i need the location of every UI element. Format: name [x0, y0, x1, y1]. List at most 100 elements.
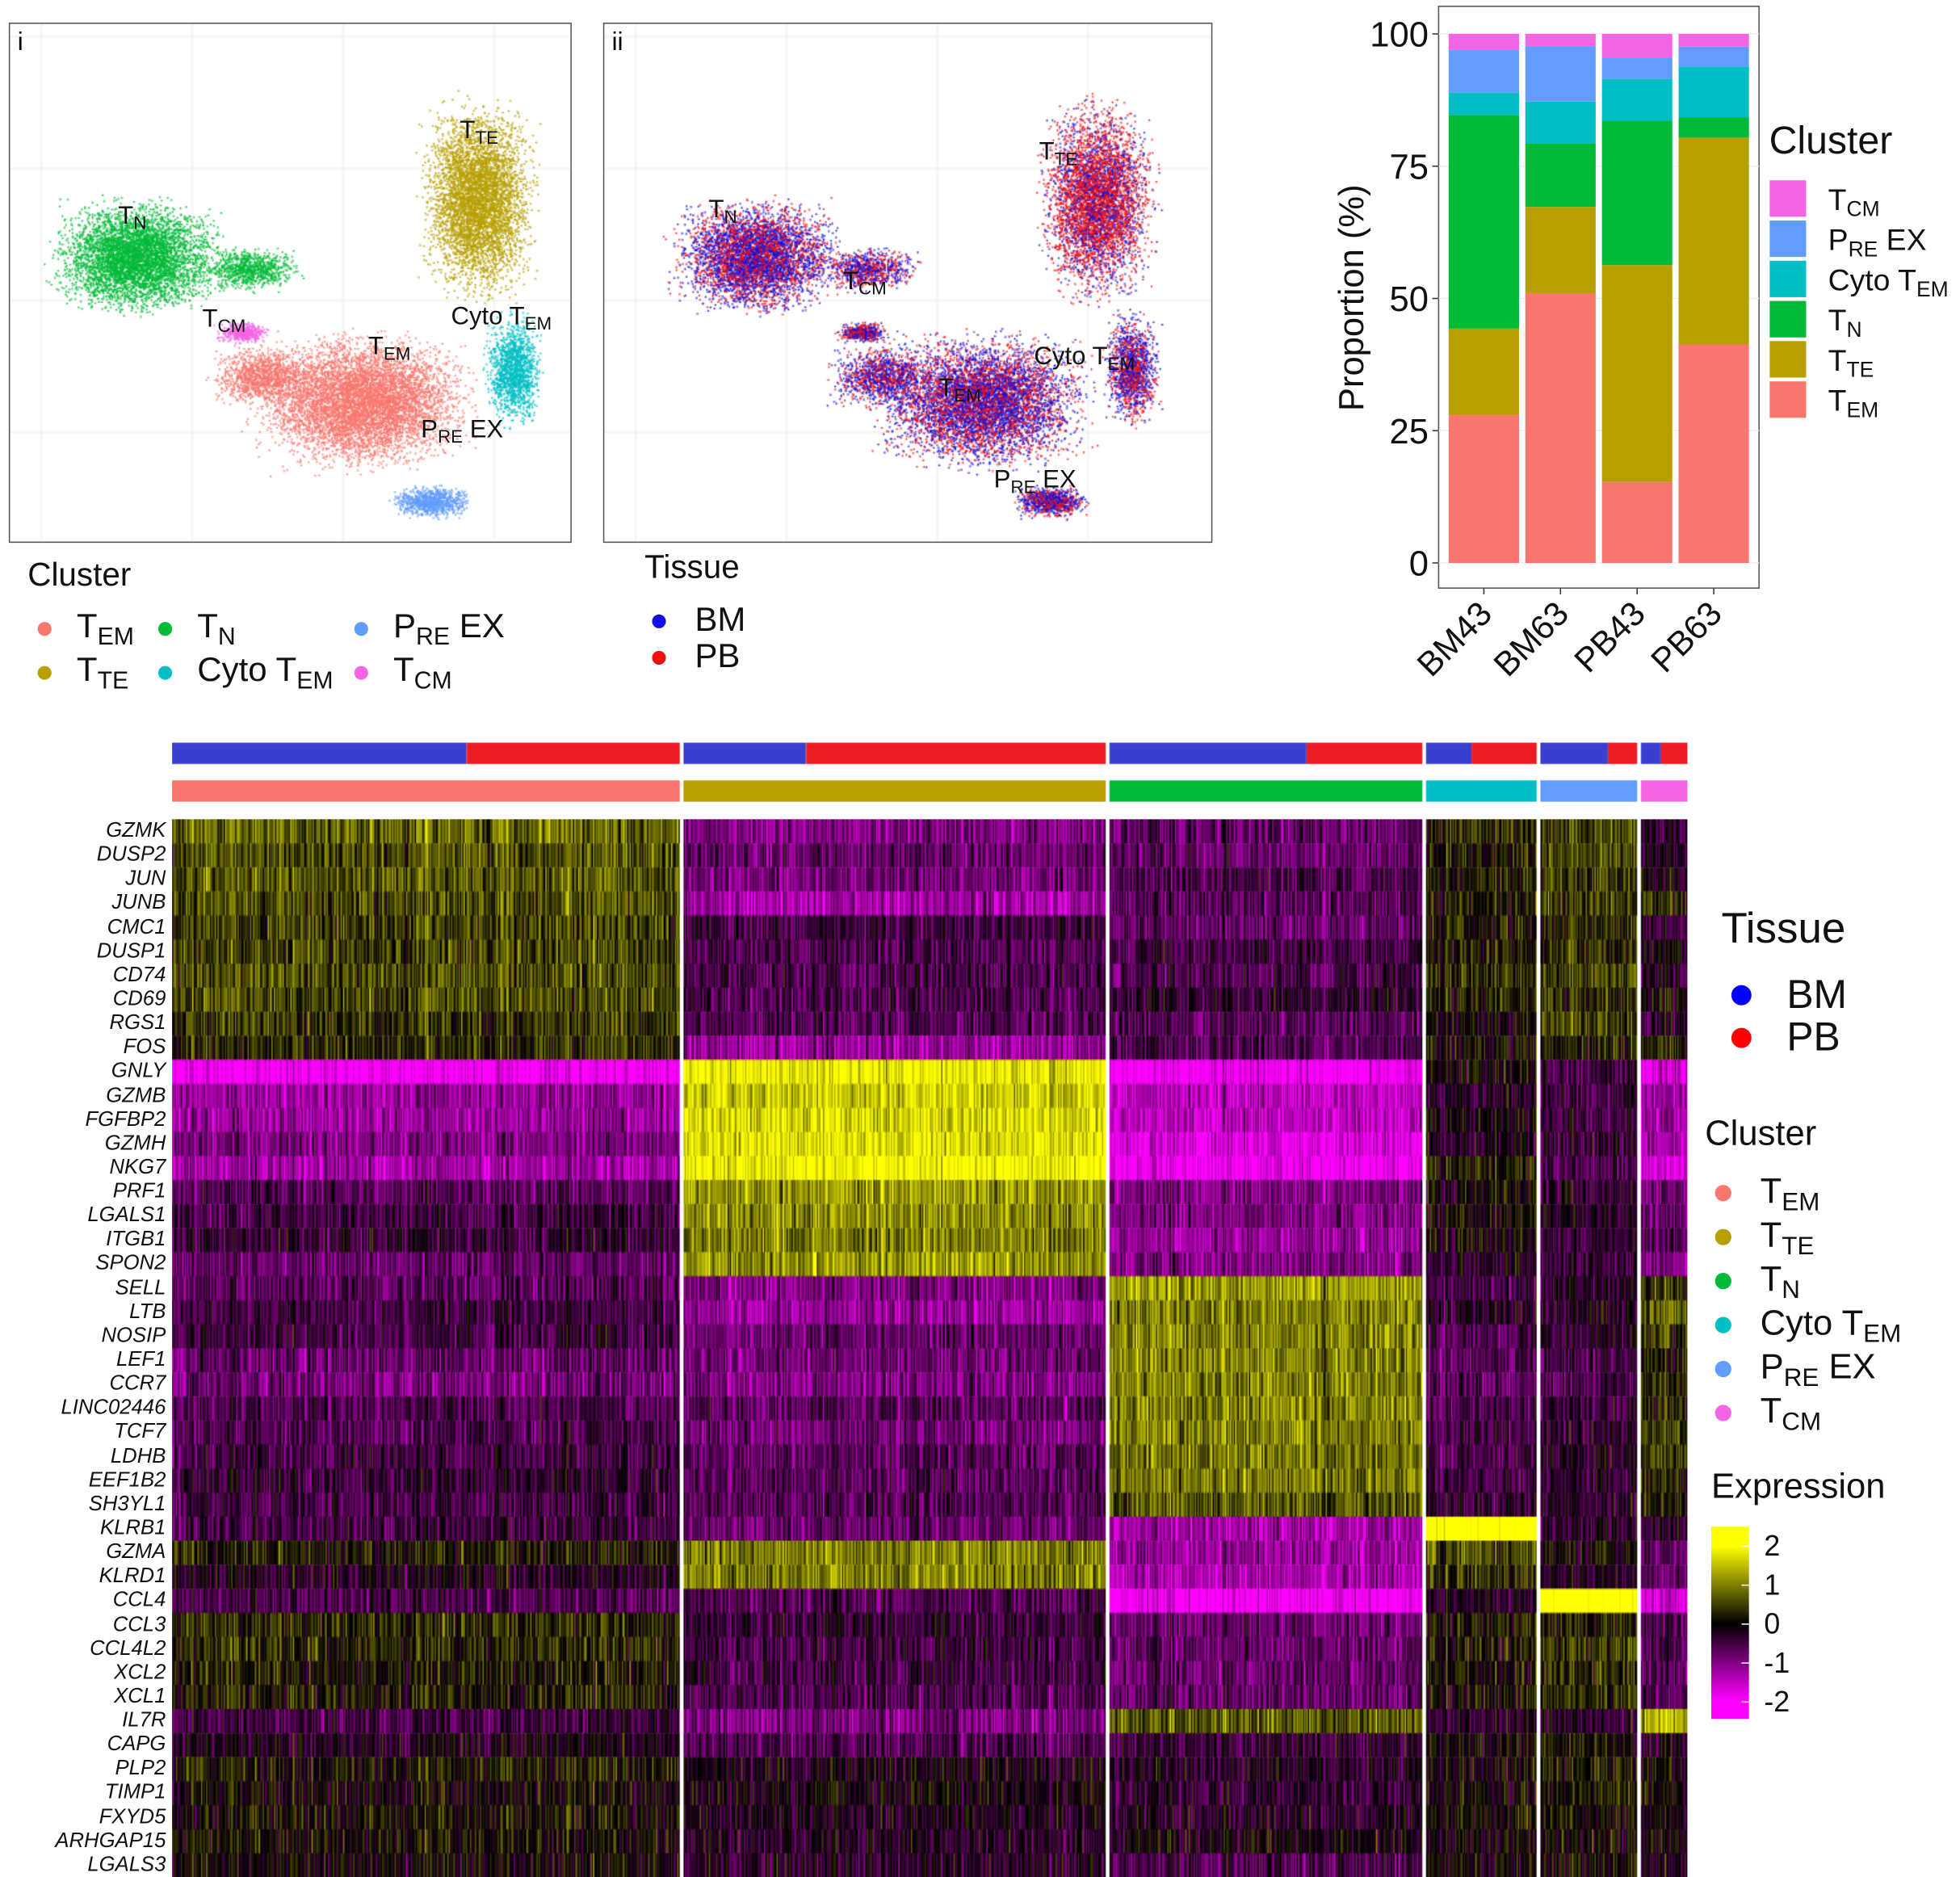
x-tick-label: PB43 [1567, 594, 1652, 679]
gene-label: EEF1B2 [88, 1468, 166, 1492]
umap-cluster-label: TTE [1039, 138, 1078, 170]
legend-label: TTE [1828, 343, 1874, 382]
legend-dot [37, 666, 52, 680]
umap-cluster-label: TN [708, 196, 737, 228]
legend-key [1768, 300, 1808, 339]
gene-label: SH3YL1 [88, 1492, 166, 1516]
label-main: T [118, 202, 134, 230]
bar-segment [1678, 66, 1749, 118]
label-subscript: RE [1010, 477, 1036, 498]
bar-segment [1678, 344, 1749, 563]
gene-label: GNLY [111, 1060, 166, 1083]
gene-label: KLRD1 [99, 1564, 166, 1588]
legend-dot [1714, 1316, 1731, 1333]
gene-label: CCL4L2 [90, 1636, 166, 1660]
umap-cluster-label: TEM [368, 333, 411, 364]
umap-cluster-label: TCM [843, 267, 887, 299]
label-subscript: EM [383, 344, 411, 365]
expression-colorbar [1710, 1526, 1749, 1720]
y-tick-label: 100 [1370, 16, 1429, 55]
legend-label: PRE EX [393, 607, 505, 652]
colorbar-tick-label: 0 [1764, 1606, 1781, 1640]
colorbar-tick [1741, 1662, 1749, 1664]
colorbar-tick [1741, 1545, 1749, 1547]
label-main: T [197, 607, 218, 645]
label-subscript: EM [1782, 1188, 1820, 1217]
gene-label: NKG7 [109, 1156, 166, 1179]
label-subscript: N [217, 623, 236, 651]
legend-label: PRE EX [1828, 223, 1927, 262]
legend-label: Cyto TEM [1761, 1303, 1902, 1350]
gene-label: CCL4 [112, 1589, 166, 1612]
y-axis-title: Proportion (%) [1333, 184, 1371, 411]
y-tick-label: 0 [1409, 545, 1429, 584]
bar-segment [1678, 34, 1749, 47]
heatmap-annotation-bars [172, 741, 1688, 804]
legend-label: TEM [1761, 1171, 1820, 1218]
bar-segment [1601, 265, 1673, 482]
gene-label: LINC02446 [61, 1396, 166, 1419]
umap-cluster-label: TEM [938, 375, 981, 406]
gene-label: CD69 [112, 987, 166, 1010]
gene-label: JUN [125, 867, 166, 890]
legend-dot [1714, 1360, 1731, 1378]
legend-label: PB [695, 636, 741, 675]
label-subscript: EM [1107, 355, 1135, 376]
legend-label: TEM [1828, 384, 1878, 422]
label-suffix: EX [463, 415, 504, 444]
panel-tag: ii [611, 28, 623, 57]
label-subscript: EM [524, 314, 552, 335]
label-subscript: RE [437, 427, 464, 448]
bar-legend-title: Cluster [1769, 119, 1893, 162]
gene-label: TCF7 [114, 1420, 166, 1443]
bar-segment [1678, 137, 1749, 345]
bar-segment [1525, 101, 1596, 144]
label-subscript: TE [97, 666, 129, 695]
label-main: Cyto T [1034, 342, 1108, 371]
legend-dot [354, 622, 368, 636]
legend-label: TTE [1761, 1215, 1815, 1262]
legend-dot [1731, 1027, 1752, 1048]
label-suffix: EX [1819, 1346, 1876, 1387]
gene-label: XCL1 [114, 1685, 166, 1708]
colorbar-tick [1741, 1584, 1749, 1586]
gene-label: CCR7 [109, 1372, 166, 1396]
label-subscript: CM [858, 279, 887, 300]
label-main: T [76, 650, 98, 689]
umap-panel-tissue: ii TN TTE TCM Cyto TEM TEM PRE EX [602, 23, 1213, 544]
gene-label: PRF1 [112, 1179, 166, 1203]
bar-segment [1525, 34, 1596, 47]
legend-label: TCM [393, 651, 452, 696]
label-main: P [392, 607, 416, 645]
legend-dot [1714, 1405, 1731, 1421]
legend-label: Cyto TEM [1828, 262, 1949, 301]
gene-label: IL7R [122, 1708, 166, 1732]
tissue-legend-title: Tissue [1721, 905, 1846, 953]
label-main: P [1760, 1346, 1784, 1387]
label-suffix: EX [450, 607, 505, 645]
gene-label: GZMH [104, 1132, 166, 1155]
umap-tissue-legend-title: Tissue [644, 548, 740, 586]
umap-cluster-label: PRE EX [421, 416, 503, 447]
gene-label: CAPG [107, 1732, 166, 1756]
legend-dot [1714, 1185, 1731, 1202]
bar-segment [1525, 292, 1596, 563]
legend-label: TCM [1761, 1391, 1821, 1438]
label-subscript: EM [296, 666, 334, 695]
bar-segment [1448, 115, 1519, 329]
heatmap [172, 819, 1688, 1877]
legend-label: BM [1786, 971, 1848, 1017]
x-tick-label: PB63 [1643, 594, 1729, 679]
colorbar-tick [1741, 1701, 1749, 1703]
bar-segment [1601, 120, 1673, 266]
legend-label: TN [197, 607, 236, 652]
label-main: T [938, 374, 955, 402]
legend-label: TN [1828, 303, 1862, 342]
legend-dot [354, 666, 368, 680]
gene-label: GZMK [106, 819, 166, 842]
label-main: Cyto T [197, 650, 297, 689]
label-main: Cyto T [451, 302, 525, 331]
gene-label: FOS [123, 1035, 166, 1059]
legend-key [1768, 178, 1808, 218]
